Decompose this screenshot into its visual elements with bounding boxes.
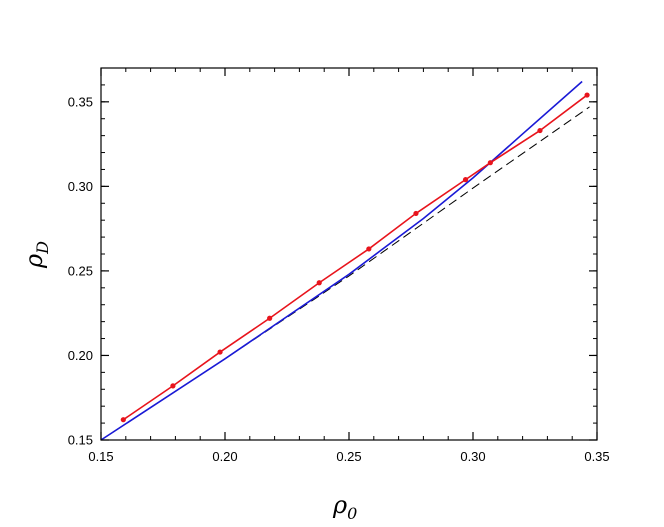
tick-labels: 0.15 0.20 0.25 0.30 0.35 0.15 0.20 0.25 0.30 0.35 bbox=[68, 94, 610, 464]
series-point-0 bbox=[217, 349, 223, 355]
series-point-0 bbox=[316, 280, 322, 286]
y-tick-label: 0.25 bbox=[68, 263, 93, 278]
series-point-0 bbox=[537, 127, 543, 134]
y-axis-label-main: ρ bbox=[20, 254, 48, 269]
plot-frame bbox=[100, 67, 598, 441]
x-axis-label: ρ0 bbox=[332, 491, 357, 523]
series-point-0 bbox=[487, 160, 493, 166]
series-point-0 bbox=[462, 177, 469, 183]
series-point-0 bbox=[413, 210, 419, 217]
y-axis-label: ρD bbox=[20, 241, 52, 269]
series-point-0 bbox=[584, 92, 590, 98]
series-layer bbox=[100, 80, 590, 441]
x-tick-label: 0.25 bbox=[336, 449, 361, 464]
series-point-0 bbox=[267, 315, 273, 321]
x-axis-label-sub: 0 bbox=[347, 504, 357, 523]
y-tick-label: 0.20 bbox=[68, 348, 93, 363]
series-point-0 bbox=[170, 383, 176, 389]
series-line-1 bbox=[100, 80, 583, 441]
x-tick-label: 0.30 bbox=[460, 449, 485, 464]
series-line-2 bbox=[100, 106, 590, 441]
x-axis-label-main: ρ bbox=[332, 491, 347, 519]
series-point-0 bbox=[120, 417, 126, 423]
series-point-0 bbox=[366, 246, 372, 252]
x-tick-label: 0.15 bbox=[88, 449, 113, 464]
y-axis-label-sub: D bbox=[33, 241, 52, 255]
y-tick-label: 0.15 bbox=[68, 433, 93, 448]
y-tick-label: 0.35 bbox=[68, 94, 93, 109]
series-line-0 bbox=[122, 94, 588, 421]
y-tick-label: 0.30 bbox=[68, 179, 93, 194]
x-tick-label: 0.20 bbox=[212, 449, 237, 464]
x-tick-label: 0.35 bbox=[584, 449, 609, 464]
